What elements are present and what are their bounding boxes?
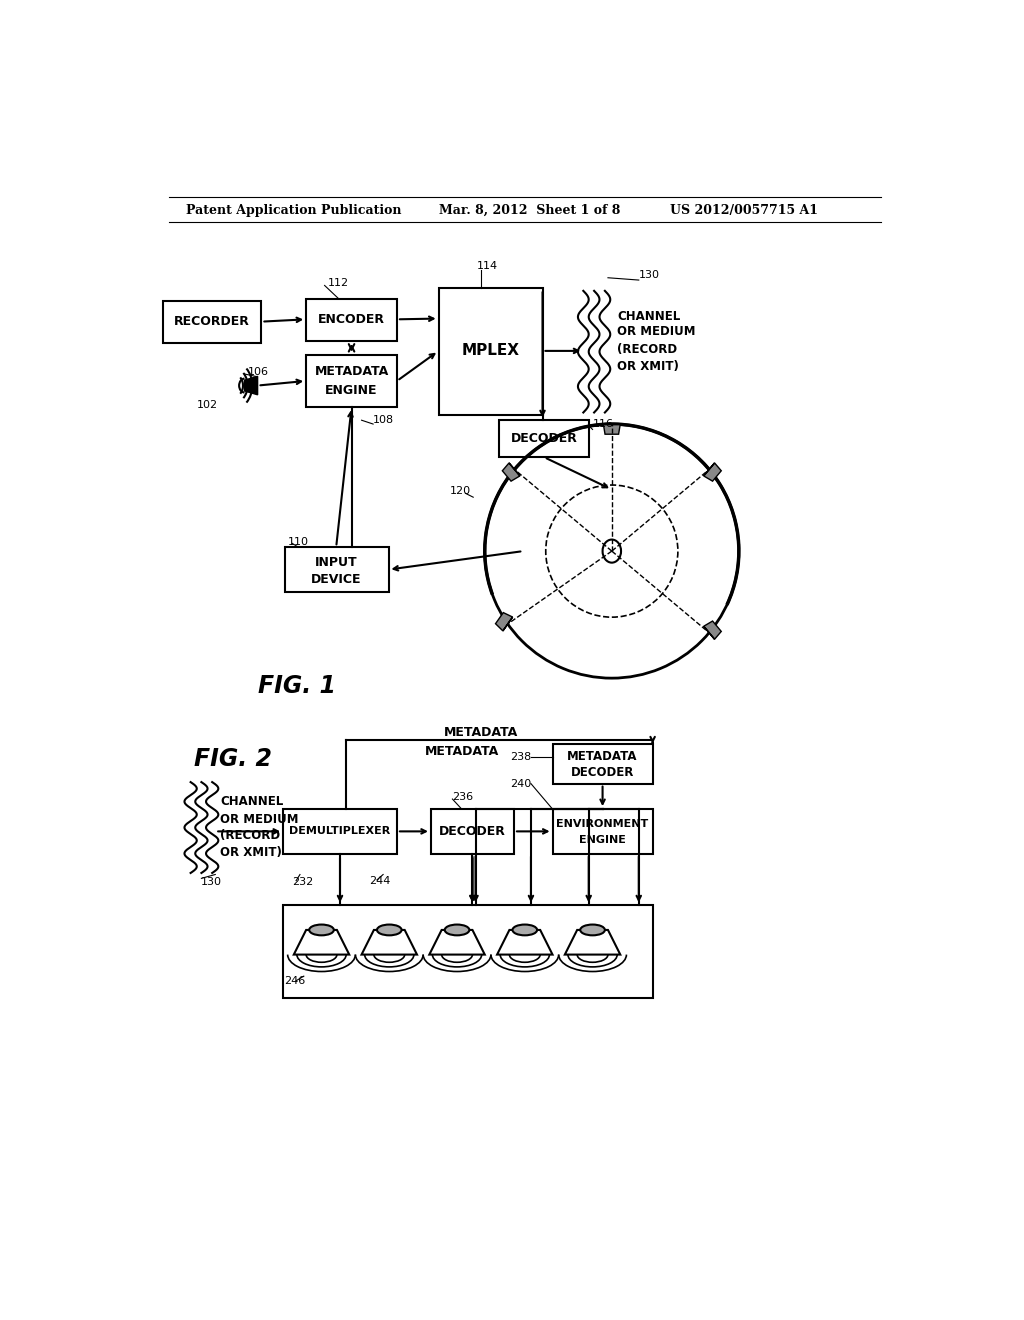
Text: FIG. 2: FIG. 2 <box>194 747 271 771</box>
Text: DECODER: DECODER <box>571 767 634 779</box>
Text: 102: 102 <box>197 400 218 409</box>
Text: ENGINE: ENGINE <box>580 834 626 845</box>
Text: Patent Application Publication: Patent Application Publication <box>186 205 401 218</box>
Text: METADATA: METADATA <box>314 366 389 379</box>
Text: OR XMIT): OR XMIT) <box>220 846 282 859</box>
Text: ENGINE: ENGINE <box>326 384 378 397</box>
Ellipse shape <box>309 924 334 936</box>
Text: US 2012/0057715 A1: US 2012/0057715 A1 <box>670 205 817 218</box>
Polygon shape <box>503 616 513 631</box>
Polygon shape <box>703 463 715 477</box>
Text: 120: 120 <box>451 486 471 496</box>
Bar <box>285 548 388 591</box>
Text: 240: 240 <box>510 779 531 788</box>
Text: METADATA: METADATA <box>443 726 518 739</box>
Text: CHANNEL: CHANNEL <box>617 310 681 323</box>
Polygon shape <box>703 463 721 482</box>
Text: 106: 106 <box>248 367 268 378</box>
Bar <box>553 809 652 854</box>
Text: MPLEX: MPLEX <box>461 343 519 359</box>
Text: 244: 244 <box>370 875 390 886</box>
Bar <box>431 809 514 854</box>
Text: 114: 114 <box>477 261 499 271</box>
Bar <box>163 301 261 343</box>
Text: 116: 116 <box>593 418 613 429</box>
Text: DECODER: DECODER <box>511 432 578 445</box>
Polygon shape <box>565 929 621 954</box>
Text: INPUT: INPUT <box>314 556 357 569</box>
Text: OR MEDIUM: OR MEDIUM <box>617 325 695 338</box>
Polygon shape <box>603 424 621 434</box>
Polygon shape <box>497 929 553 954</box>
Text: OR MEDIUM: OR MEDIUM <box>220 813 298 825</box>
Text: 232: 232 <box>292 878 313 887</box>
Text: 108: 108 <box>373 416 394 425</box>
Text: OR XMIT): OR XMIT) <box>617 360 679 372</box>
Text: 110: 110 <box>288 537 308 546</box>
Bar <box>499 420 590 457</box>
Bar <box>306 355 397 407</box>
Text: DEVICE: DEVICE <box>311 573 361 586</box>
Text: 238: 238 <box>510 752 531 763</box>
Polygon shape <box>294 929 349 954</box>
Polygon shape <box>503 463 520 482</box>
Text: Mar. 8, 2012  Sheet 1 of 8: Mar. 8, 2012 Sheet 1 of 8 <box>438 205 620 218</box>
Ellipse shape <box>512 924 538 936</box>
Polygon shape <box>361 929 417 954</box>
Text: 130: 130 <box>639 271 659 280</box>
Text: METADATA: METADATA <box>425 744 499 758</box>
Ellipse shape <box>581 924 605 936</box>
Ellipse shape <box>377 924 401 936</box>
Text: DECODER: DECODER <box>439 825 506 838</box>
Polygon shape <box>509 463 520 477</box>
Bar <box>438 288 543 414</box>
Text: (RECORD: (RECORD <box>617 343 677 356</box>
Text: RECORDER: RECORDER <box>174 315 250 329</box>
Text: ENCODER: ENCODER <box>318 313 385 326</box>
Polygon shape <box>245 376 258 395</box>
Text: 112: 112 <box>328 279 349 288</box>
Text: FIG. 1: FIG. 1 <box>258 673 336 698</box>
Polygon shape <box>496 612 513 631</box>
Text: 130: 130 <box>201 878 222 887</box>
Ellipse shape <box>602 540 621 562</box>
Text: METADATA: METADATA <box>567 750 638 763</box>
Bar <box>283 809 397 854</box>
Text: CHANNEL: CHANNEL <box>220 795 283 808</box>
Bar <box>553 743 652 784</box>
Text: 246: 246 <box>285 975 306 986</box>
Bar <box>306 298 397 341</box>
Ellipse shape <box>444 924 469 936</box>
Polygon shape <box>703 626 715 639</box>
Bar <box>283 906 652 998</box>
Text: (RECORD: (RECORD <box>220 829 280 842</box>
Text: DEMULTIPLEXER: DEMULTIPLEXER <box>290 826 390 837</box>
Text: 236: 236 <box>453 792 473 803</box>
Text: ENVIRONMENT: ENVIRONMENT <box>556 820 648 829</box>
Polygon shape <box>703 620 721 639</box>
Polygon shape <box>429 929 484 954</box>
